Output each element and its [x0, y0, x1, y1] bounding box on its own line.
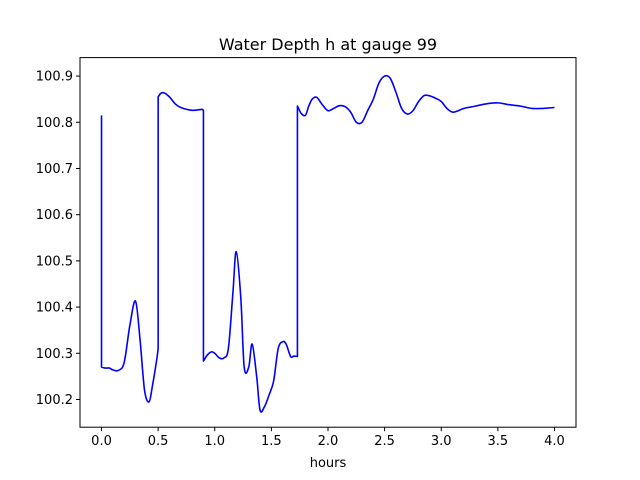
- x-tick-label: 2.5: [374, 434, 395, 449]
- y-tick-label: 100.7: [36, 162, 73, 177]
- plot-area: [100, 74, 555, 413]
- series-line-0: [100, 74, 555, 413]
- y-tick-label: 100.8: [36, 116, 73, 131]
- y-tick-label: 100.3: [36, 347, 73, 362]
- x-tick-label: 3.5: [488, 434, 509, 449]
- x-tick-label: 1.5: [261, 434, 282, 449]
- y-tick-label: 100.9: [36, 70, 73, 85]
- y-axis: 100.2 100.3 100.4 100.5 100.6 100.7 100.8 100.9: [36, 70, 80, 408]
- y-tick-label: 100.5: [36, 254, 73, 269]
- x-tick-label: 4.0: [544, 434, 565, 449]
- plot-frame: [79, 57, 577, 428]
- x-tick-label: 3.0: [431, 434, 452, 449]
- y-tick-label: 100.6: [36, 208, 73, 223]
- chart-title: Water Depth h at gauge 99: [219, 35, 437, 54]
- x-tick-label: 0.0: [91, 434, 112, 449]
- x-axis-label: hours: [310, 456, 347, 471]
- x-axis: 0.0 0.5 1.0 1.5 2.0 2.5 3.0 3.5 4.0: [91, 427, 565, 449]
- y-tick-label: 100.2: [36, 393, 73, 408]
- y-tick-label: 100.4: [36, 301, 73, 316]
- x-tick-label: 0.5: [148, 434, 169, 449]
- x-tick-label: 2.0: [318, 434, 339, 449]
- x-tick-label: 1.0: [204, 434, 225, 449]
